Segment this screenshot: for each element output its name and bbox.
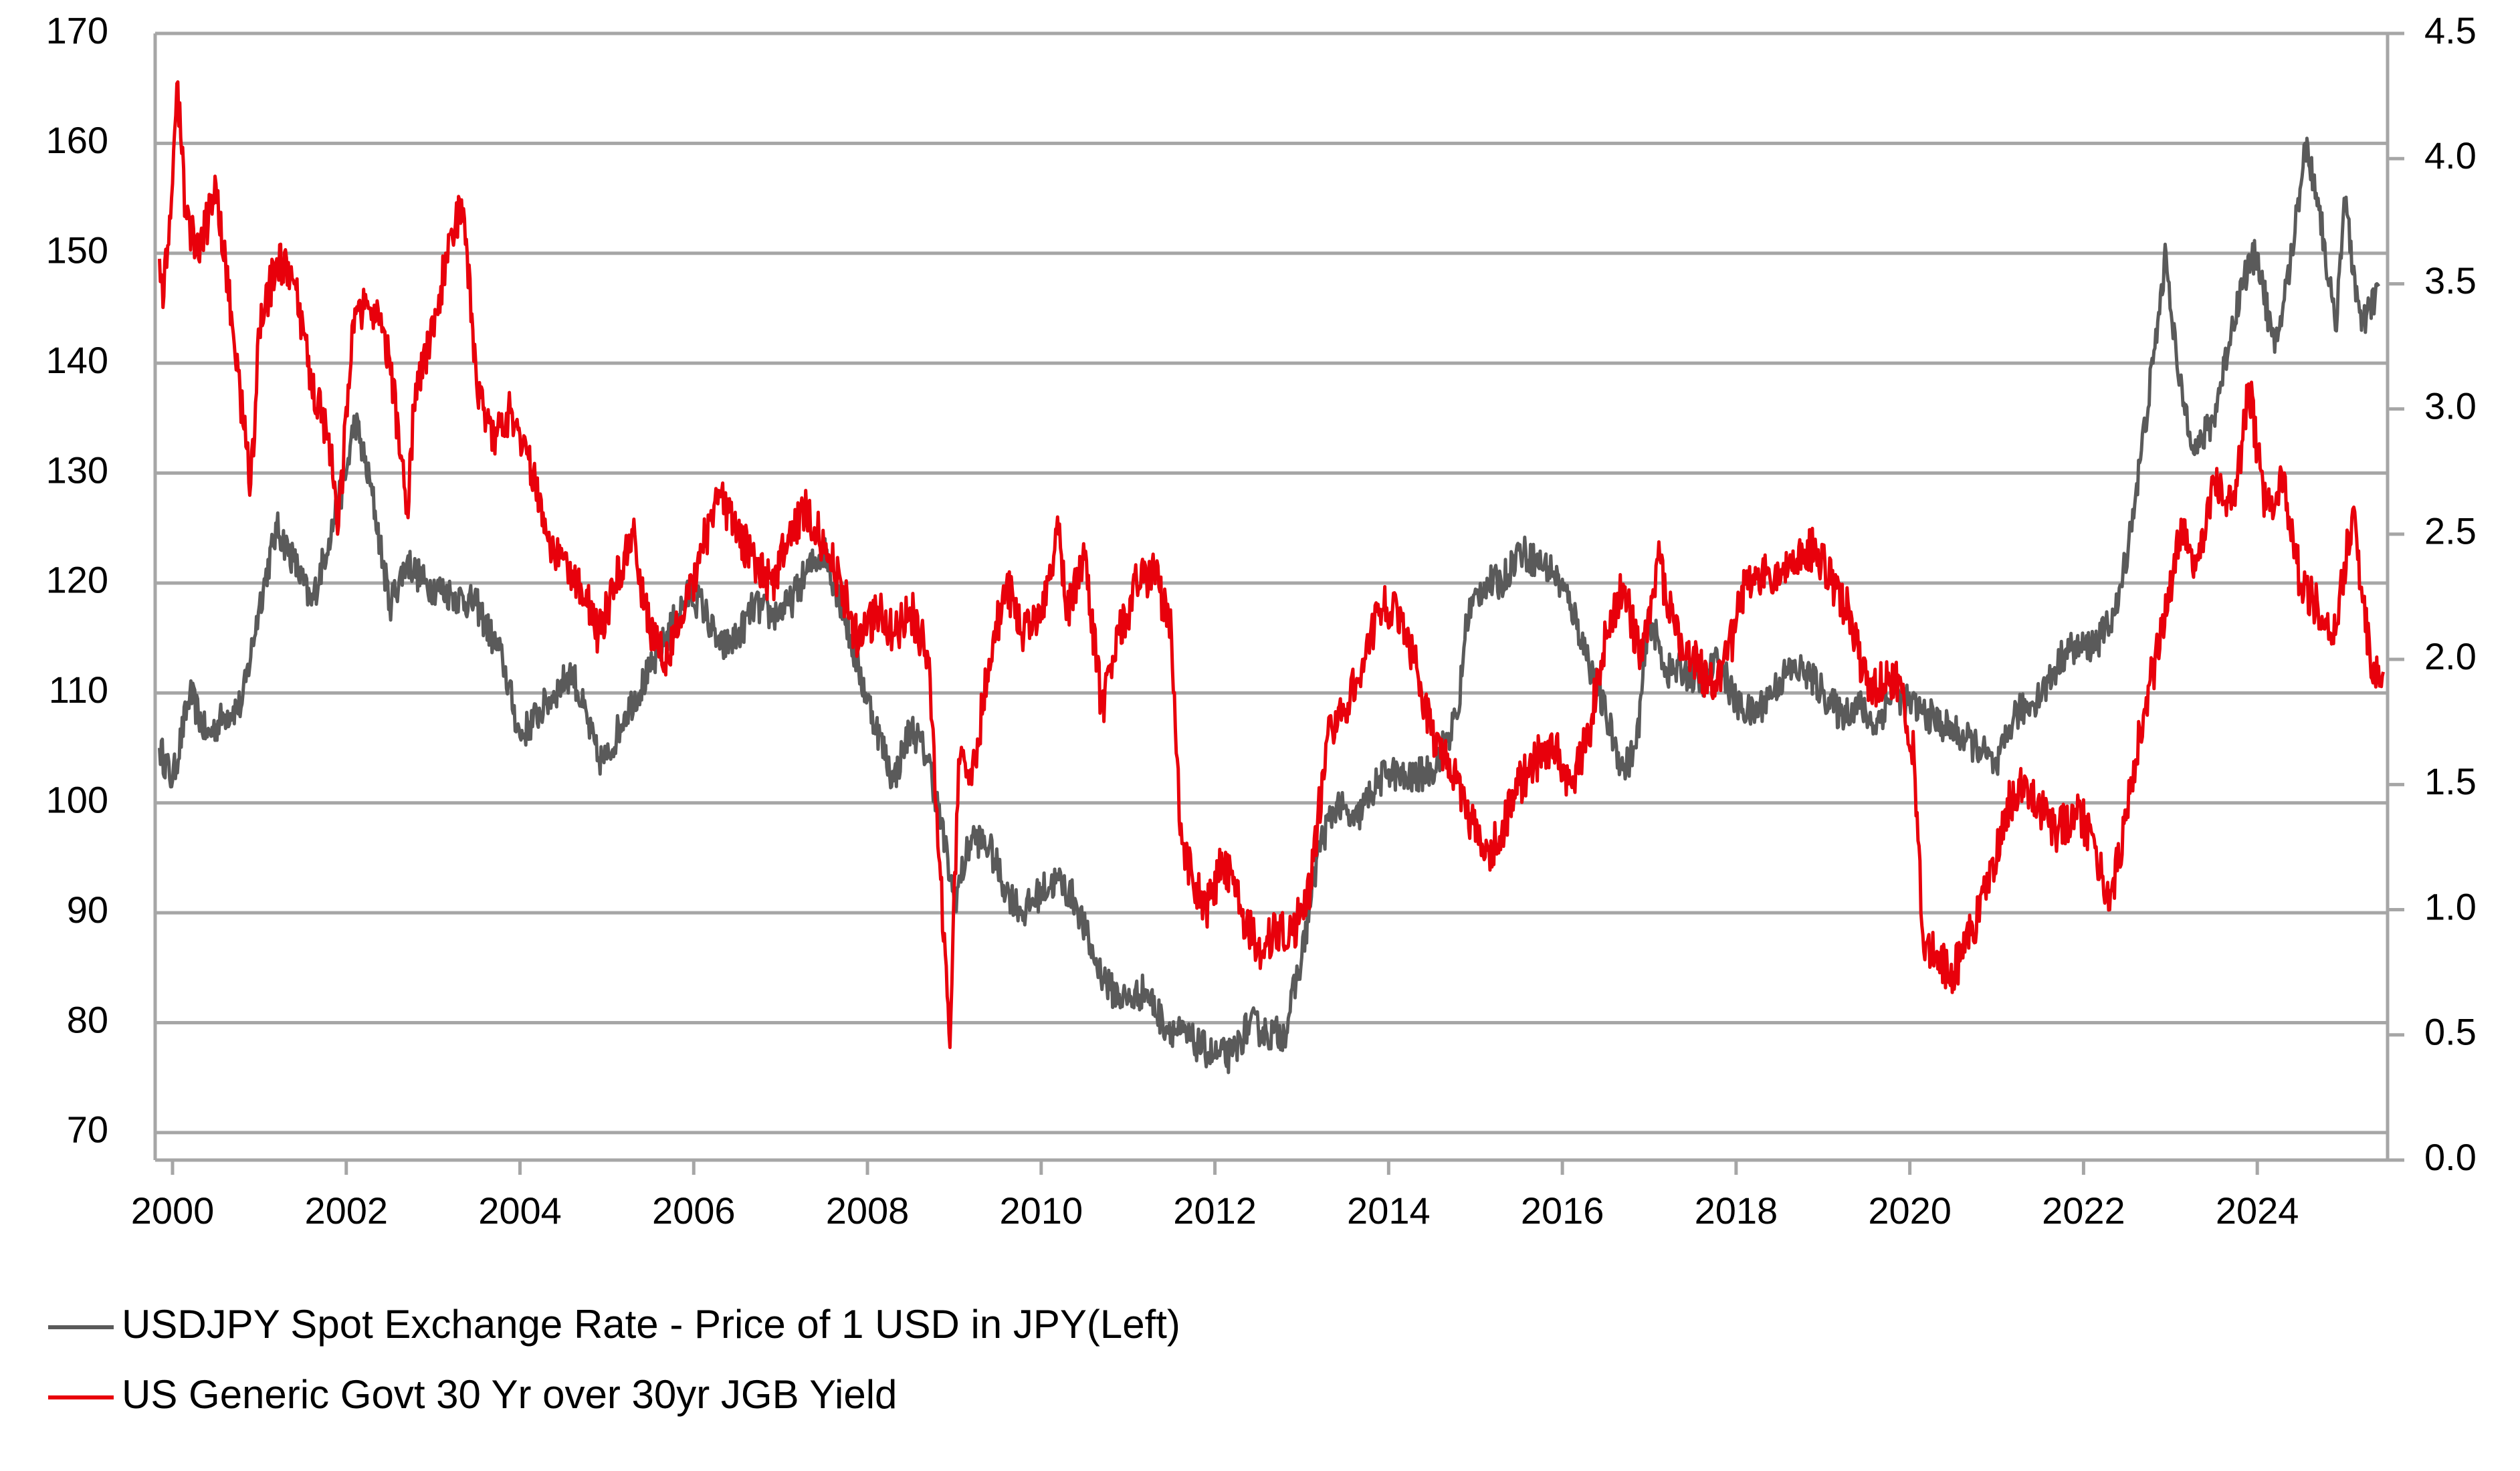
left-tick-label: 140 <box>46 339 108 381</box>
right-tick-label: 4.5 <box>2424 9 2477 51</box>
series-line-usdjpy <box>158 136 2381 1074</box>
x-tick-label: 2000 <box>131 1190 215 1232</box>
left-tick-label: 170 <box>46 9 108 51</box>
right-tick-label: 0.0 <box>2424 1136 2477 1178</box>
x-tick-label: 2008 <box>826 1190 910 1232</box>
right-tick-label: 3.0 <box>2424 384 2477 427</box>
left-tick-label: 120 <box>46 559 108 601</box>
right-axis-ticks: 0.0 0.5 1.0 1.5 2.0 2.5 3.0 3.5 4.0 4.5 <box>2388 9 2477 1178</box>
left-tick-label: 70 <box>67 1109 108 1151</box>
legend: USDJPY Spot Exchange Rate - Price of 1 U… <box>48 1302 1180 1417</box>
right-tick-label: 2.5 <box>2424 510 2477 552</box>
x-tick-label: 2016 <box>1521 1190 1604 1232</box>
x-tick-label: 2022 <box>2042 1190 2125 1232</box>
right-tick-label: 2.0 <box>2424 635 2477 677</box>
plot-frame <box>153 33 2390 1162</box>
x-tick-label: 2018 <box>1695 1190 1778 1232</box>
right-tick-label: 1.5 <box>2424 760 2477 802</box>
x-tick-label: 2010 <box>1000 1190 1083 1232</box>
x-tick-label: 2024 <box>2216 1190 2299 1232</box>
left-tick-label: 150 <box>46 229 108 271</box>
left-tick-label: 100 <box>46 779 108 821</box>
x-tick-label: 2006 <box>652 1190 736 1232</box>
left-axis-ticks: 70 80 90 100 110 120 130 140 150 160 170 <box>46 9 108 1151</box>
right-tick-label: 0.5 <box>2424 1011 2477 1053</box>
left-tick-label: 90 <box>67 889 108 931</box>
right-tick-label: 3.5 <box>2424 259 2477 302</box>
left-tick-label: 80 <box>67 998 108 1040</box>
x-axis-ticks: 2000 2002 2004 2006 2008 2010 2012 2014 2016 2018… <box>131 1160 2299 1232</box>
gridlines <box>155 31 2388 1135</box>
legend-label: USDJPY Spot Exchange Rate - Price of 1 U… <box>122 1302 1180 1347</box>
left-tick-label: 160 <box>46 119 108 161</box>
left-tick-label: 130 <box>46 449 108 491</box>
x-tick-label: 2002 <box>304 1190 388 1232</box>
x-tick-label: 2004 <box>478 1190 562 1232</box>
x-tick-label: 2012 <box>1173 1190 1257 1232</box>
series-line-yield-spread <box>158 80 2385 1049</box>
left-tick-label: 110 <box>49 669 108 711</box>
series-lines <box>158 80 2385 1074</box>
right-tick-label: 4.0 <box>2424 134 2477 177</box>
right-tick-label: 1.0 <box>2424 885 2477 927</box>
x-tick-label: 2014 <box>1347 1190 1431 1232</box>
legend-label: US Generic Govt 30 Yr over 30yr JGB Yiel… <box>122 1372 897 1417</box>
x-tick-label: 2020 <box>1868 1190 1952 1232</box>
